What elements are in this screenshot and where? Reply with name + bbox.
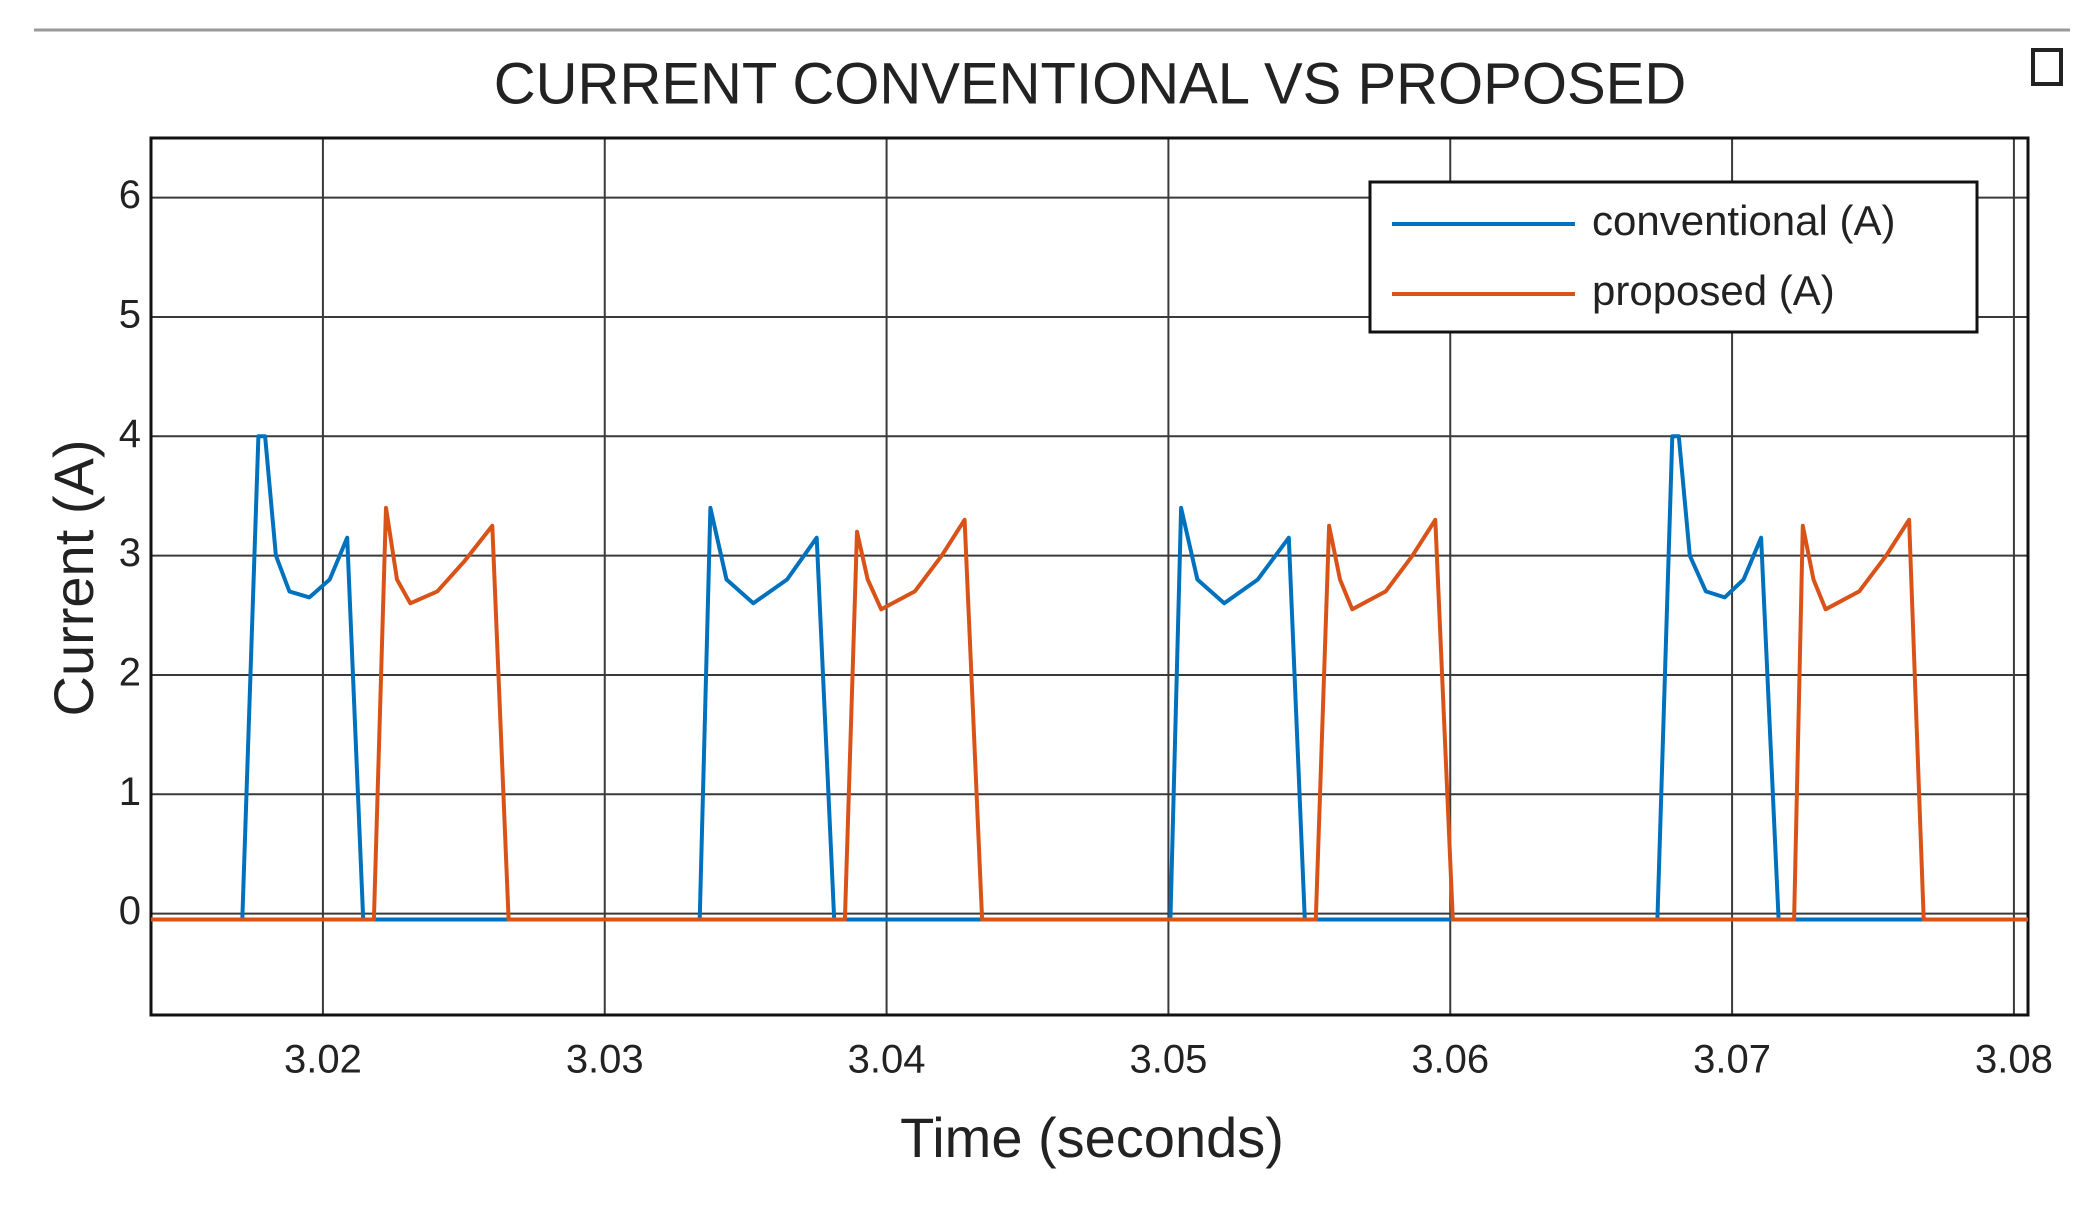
- series-line: [151, 434, 2028, 922]
- export-icon[interactable]: [2031, 48, 2063, 86]
- legend-box: [1368, 180, 1979, 334]
- y-axis-label: Current (A): [42, 440, 105, 717]
- y-tick-label: 5: [119, 293, 141, 337]
- x-tick-label: 3.04: [848, 1038, 926, 1082]
- x-tick-label: 3.02: [284, 1038, 362, 1082]
- plot-frame: [149, 136, 2030, 1017]
- x-tick-label: 3.06: [1411, 1038, 1489, 1082]
- y-tick-label: 3: [119, 531, 141, 575]
- series-line: [151, 505, 2028, 922]
- y-tick-label: 1: [119, 770, 141, 814]
- chart-title: CURRENT CONVENTIONAL VS PROPOSED: [494, 51, 1686, 116]
- y-tick-label: 4: [119, 412, 141, 456]
- x-axis-label: Time (seconds): [900, 1106, 1284, 1169]
- y-tick-label: 0: [119, 889, 141, 933]
- x-tick-label: 3.08: [1975, 1038, 2053, 1082]
- y-tick-label: 2: [119, 651, 141, 695]
- y-tick-label: 6: [119, 173, 141, 217]
- legend-label: conventional (A): [1592, 197, 1896, 244]
- x-tick-label: 3.03: [566, 1038, 644, 1082]
- x-tick-label: 3.07: [1693, 1038, 1771, 1082]
- legend-label: proposed (A): [1592, 267, 1835, 314]
- x-tick-label: 3.05: [1129, 1038, 1207, 1082]
